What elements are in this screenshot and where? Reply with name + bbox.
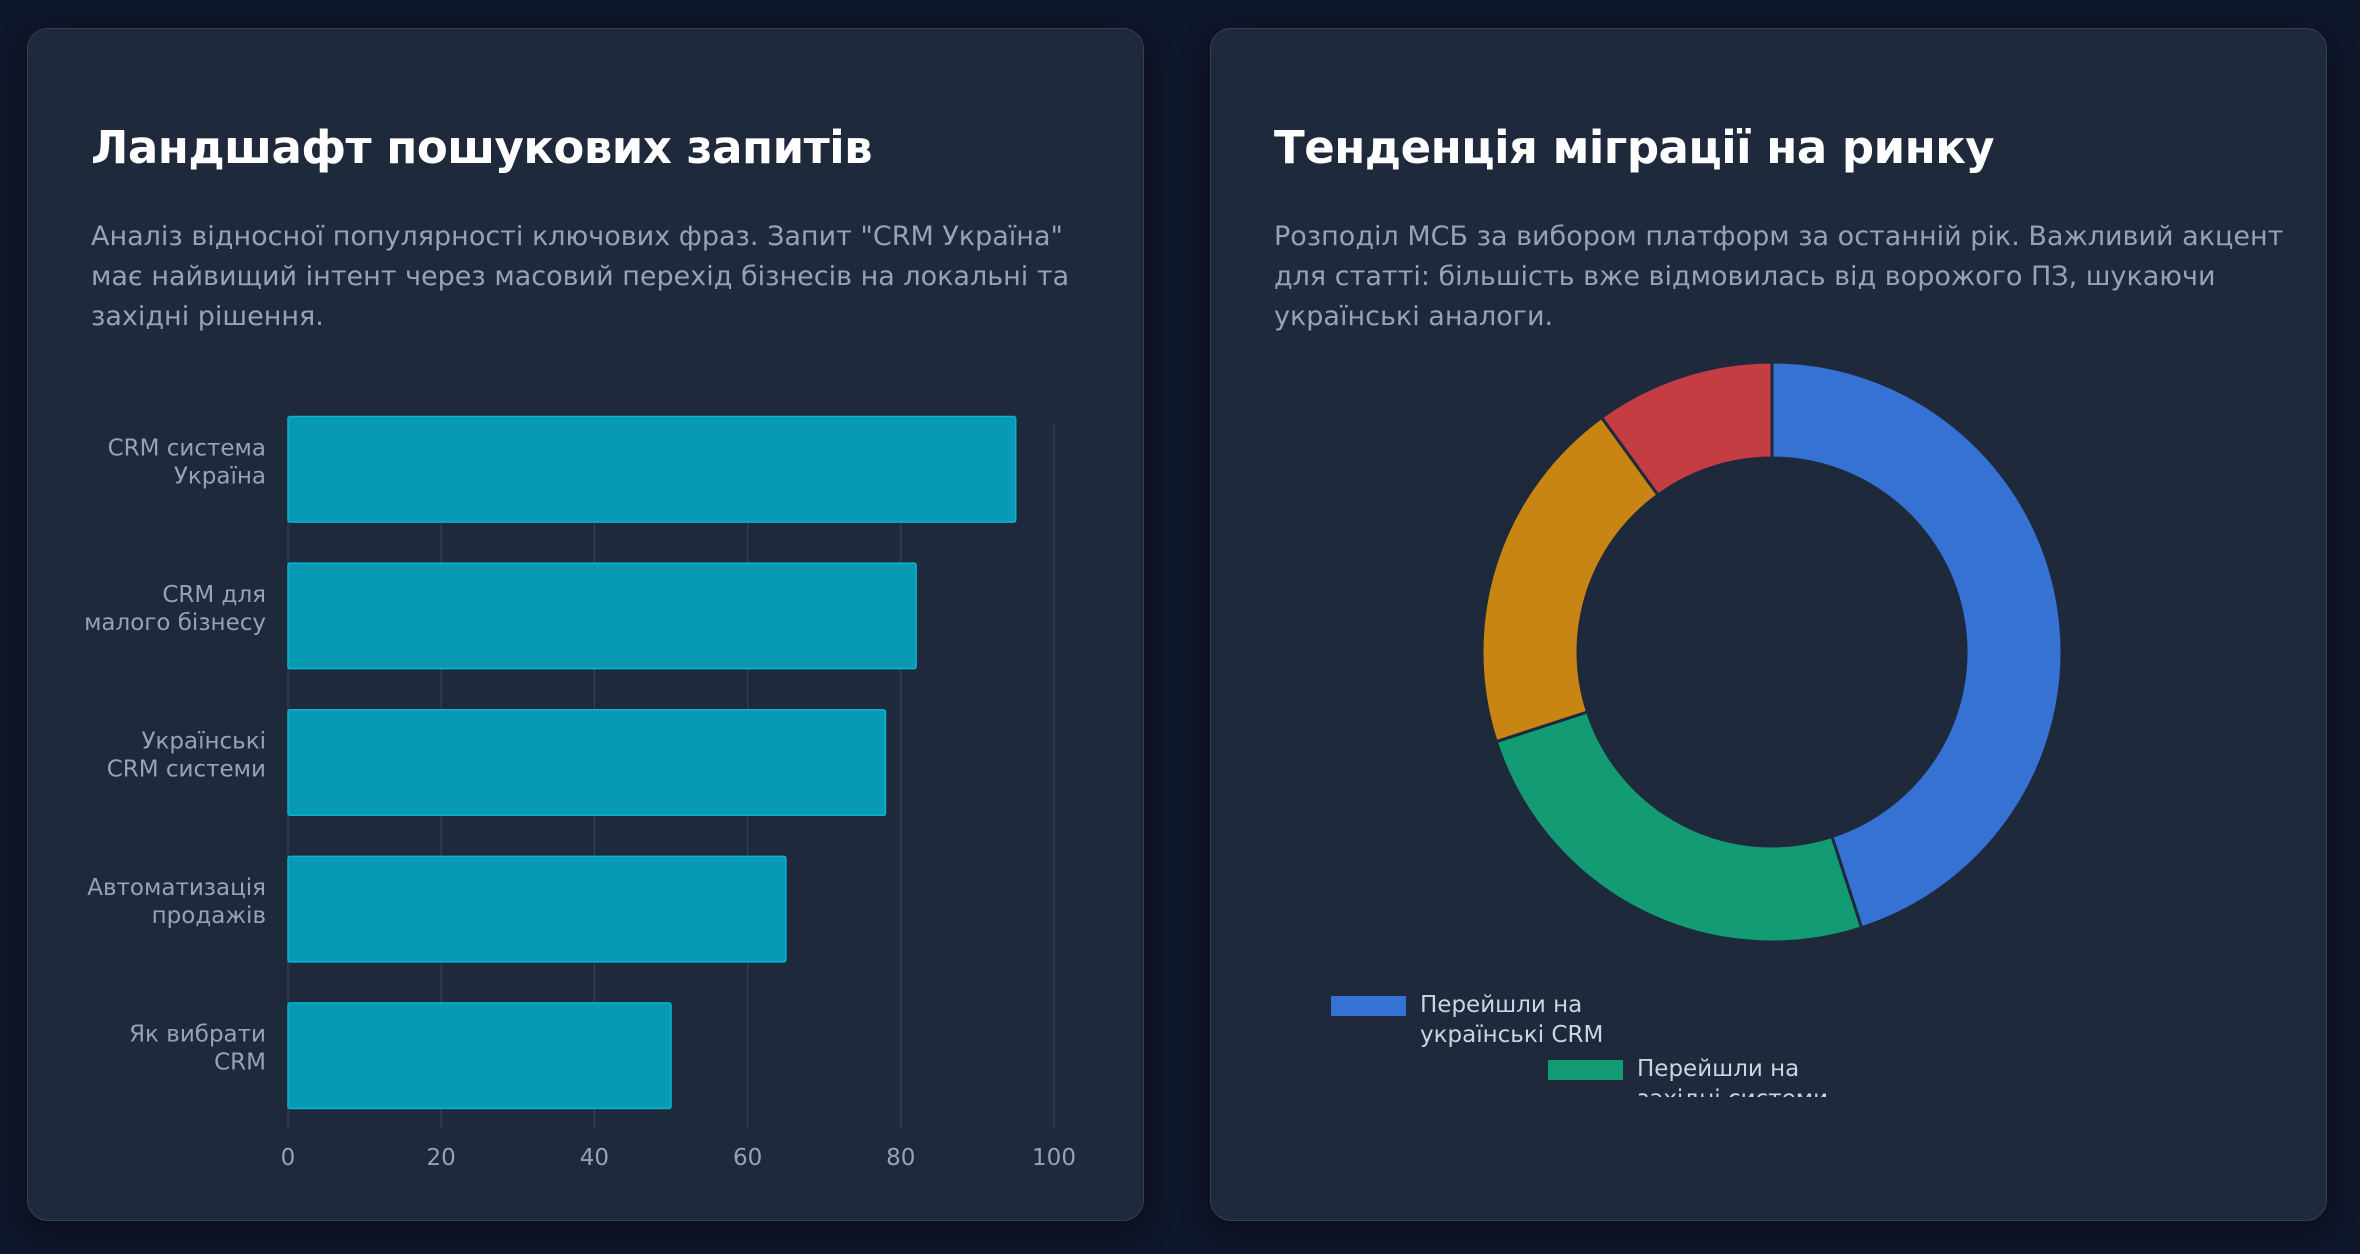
migration-trend-title: Тенденція міграції на ринку (1274, 121, 1995, 174)
legend-swatch (1498, 1124, 1573, 1144)
legend-item[interactable]: Перейшли на західні системи (1548, 1056, 1828, 1112)
x-tick-label: 100 (1032, 1145, 1076, 1171)
y-category-label: Автоматизація продажів (87, 875, 266, 929)
legend-label: Перейшли на західні системи (1637, 1056, 1828, 1112)
migration-trend-description: Розподіл МСБ за вибором платформ за оста… (1274, 221, 2284, 332)
search-landscape-description: Аналіз відносної популярності ключових ф… (91, 221, 1070, 332)
search-landscape-card: Ландшафт пошукових запитів Аналіз віднос… (27, 28, 1144, 1221)
legend-label: Ще використовуютьстаре ПЗ (1630, 1184, 1876, 1222)
migration-trend-card: Тенденція міграції на ринку Розподіл МСБ… (1210, 28, 2327, 1221)
legend-swatch (1331, 996, 1406, 1016)
x-tick-label: 80 (886, 1145, 915, 1171)
legend-item[interactable]: Ще використовуютьстаре ПЗ (1541, 1184, 1876, 1222)
legend-item[interactable]: Впроваджують вперше (з Excel) (1498, 1120, 1785, 1176)
x-tick-label: 40 (580, 1145, 609, 1171)
doughnut-slice-1[interactable] (1494, 710, 1864, 944)
y-category-label: Українські CRM системи (107, 729, 266, 783)
search-landscape-title: Ландшафт пошукових запитів (91, 121, 873, 174)
search-queries-bar-chart: 0 20 40 60 80 100 CRM система Україна CRM для мал… (84, 415, 1076, 1171)
x-tick-label: 0 (281, 1145, 296, 1171)
doughnut-slice-2[interactable] (1480, 415, 1661, 744)
legend-swatch (1541, 1188, 1616, 1208)
y-category-label: Як вибрати CRM (129, 1022, 266, 1076)
y-category-label: CRM для малого бізнесу (84, 582, 266, 636)
doughnut-legend: Перейшли на українські CRM Перейшли на захі… (1331, 992, 1876, 1222)
x-tick-label: 20 (427, 1145, 456, 1171)
y-category-label: CRM система Україна (108, 435, 266, 489)
legend-label: Перейшли на українські CRM (1420, 992, 1603, 1048)
legend-swatch (1548, 1060, 1623, 1080)
legend-item[interactable]: Перейшли на українські CRM (1331, 992, 1603, 1048)
doughnut-slice-3[interactable] (1599, 360, 1774, 498)
doughnut-slice-0[interactable] (1770, 360, 2064, 930)
bar-0[interactable] (287, 415, 1017, 523)
bar-2[interactable] (287, 708, 887, 817)
migration-doughnut-chart: Перейшли на українські CRM Перейшли на захі… (1331, 360, 2064, 1222)
x-tick-label: 60 (733, 1145, 762, 1171)
legend-label: Впроваджують вперше (з Excel) (1587, 1120, 1785, 1176)
bar-3[interactable] (287, 855, 787, 963)
bar-4[interactable] (287, 1002, 672, 1110)
bar-1[interactable] (287, 562, 917, 670)
